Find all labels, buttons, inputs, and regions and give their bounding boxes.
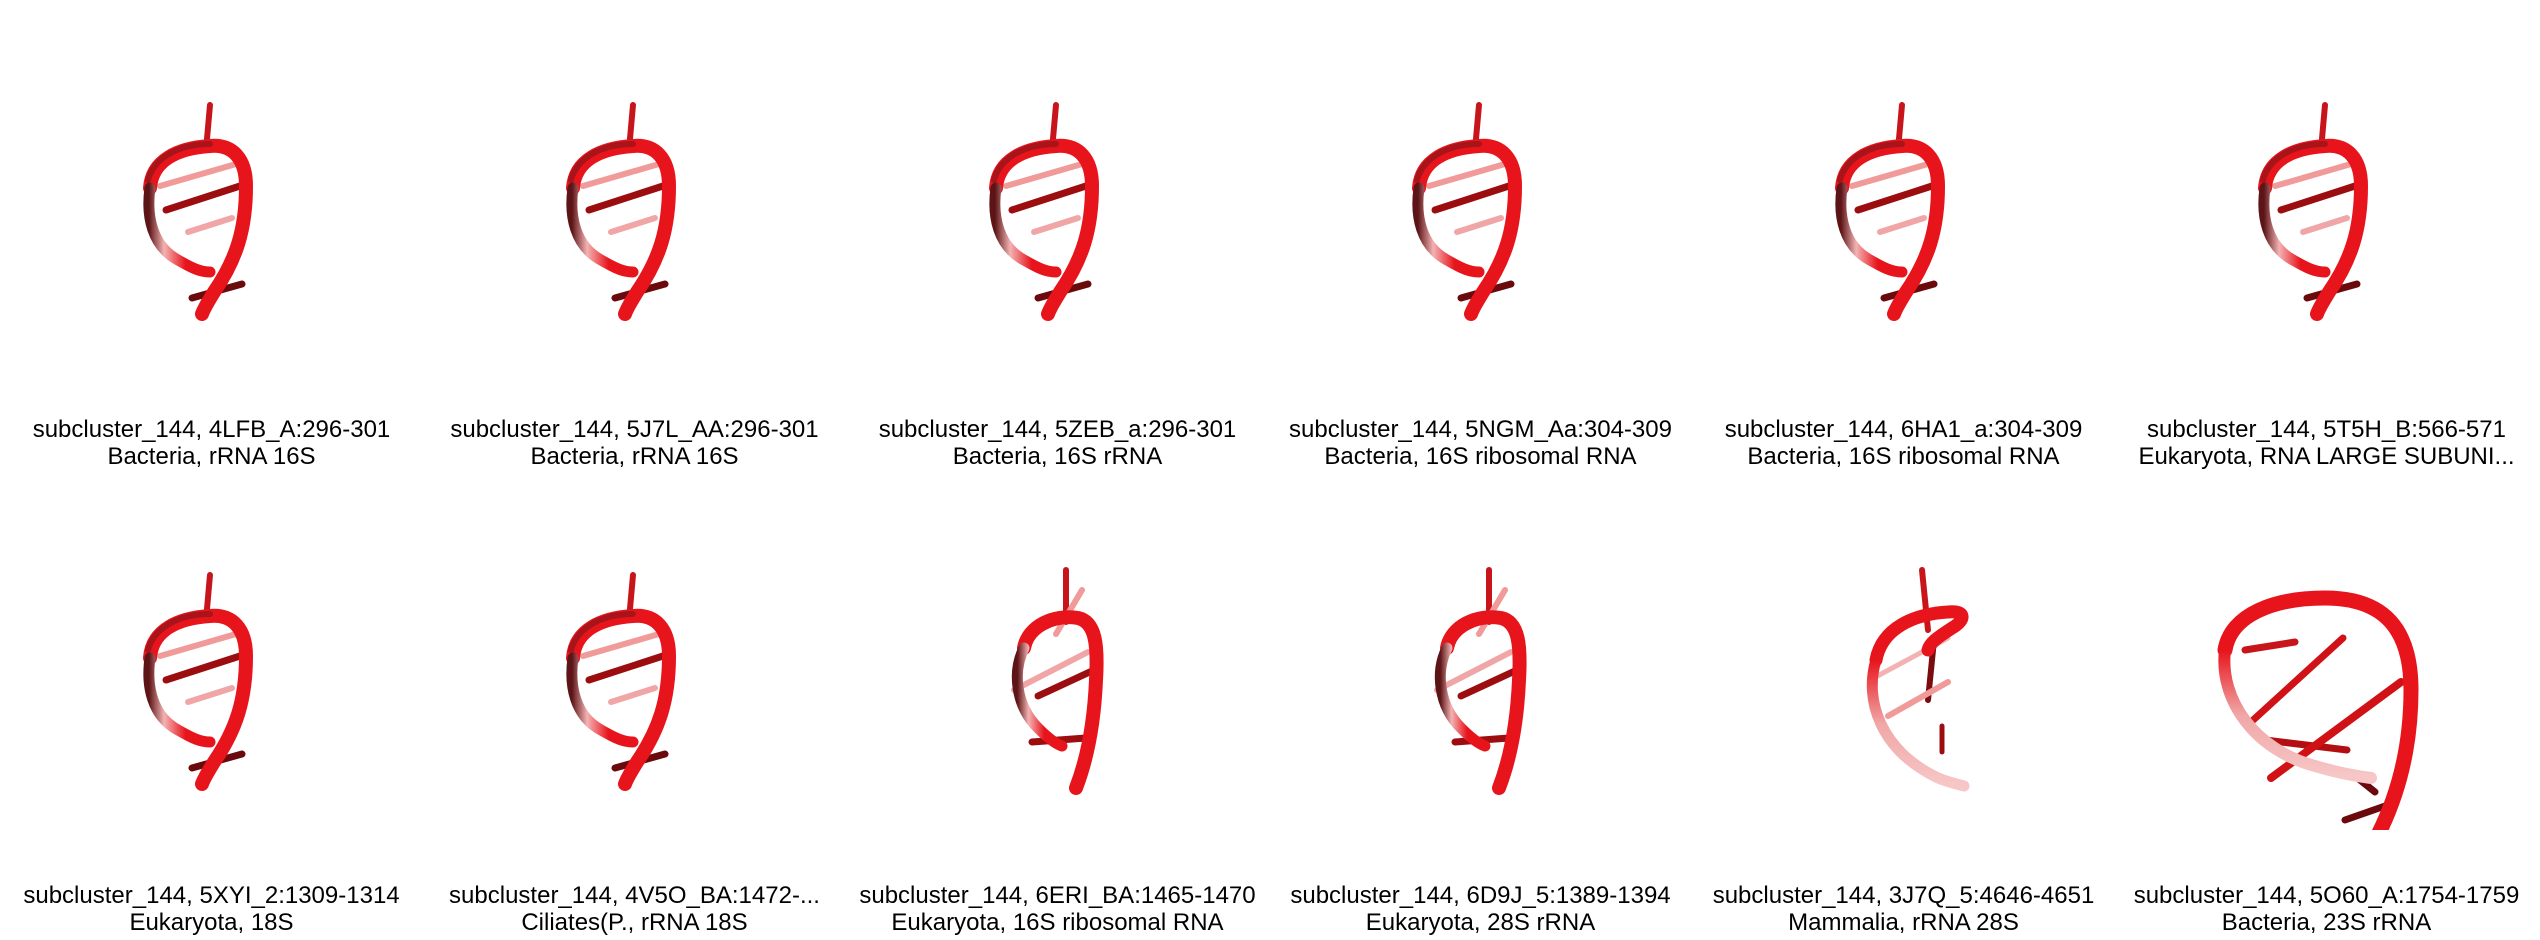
- rna-helix-icon: [1329, 60, 1629, 360]
- panel-3: subcluster_144, 5ZEB_a:296-301 Bacteria,…: [846, 0, 1269, 470]
- rna-helix-icon: [906, 60, 1206, 360]
- panel-caption: subcluster_144, 4LFB_A:296-301 Bacteria,…: [0, 416, 423, 470]
- panel-caption: subcluster_144, 5ZEB_a:296-301 Bacteria,…: [846, 416, 1269, 470]
- panel-12: subcluster_144, 5O60_A:1754-1759 Bacteri…: [2115, 470, 2538, 940]
- panel-subtitle: Mammalia, rRNA 28S: [1788, 909, 2019, 936]
- panel-subtitle: Bacteria, 16S ribosomal RNA: [1324, 443, 1637, 470]
- panel-title: subcluster_144, 4LFB_A:296-301: [32, 416, 391, 443]
- panel-subtitle: Eukaryota, 16S ribosomal RNA: [891, 909, 1224, 936]
- panel-caption: subcluster_144, 5T5H_B:566-571 Eukaryota…: [2115, 416, 2538, 470]
- panel-title: subcluster_144, 5XYI_2:1309-1314: [23, 882, 400, 909]
- panel-caption: subcluster_144, 5NGM_Aa:304-309 Bacteria…: [1269, 416, 1692, 470]
- rna-helix-icon: [906, 530, 1206, 830]
- panel-subtitle: Bacteria, rRNA 16S: [107, 443, 316, 470]
- panel-title: subcluster_144, 5O60_A:1754-1759: [2133, 882, 2520, 909]
- panel-subtitle: Ciliates(P., rRNA 18S: [521, 909, 748, 936]
- panel-11: subcluster_144, 3J7Q_5:4646-4651 Mammali…: [1692, 470, 2115, 940]
- panel-title: subcluster_144, 6D9J_5:1389-1394: [1290, 882, 1671, 909]
- panel-caption: subcluster_144, 5J7L_AA:296-301 Bacteria…: [423, 416, 846, 470]
- panel-title: subcluster_144, 4V5O_BA:1472-...: [449, 882, 820, 909]
- panel-2: subcluster_144, 5J7L_AA:296-301 Bacteria…: [423, 0, 846, 470]
- panel-caption: subcluster_144, 6D9J_5:1389-1394 Eukaryo…: [1269, 882, 1692, 936]
- rna-helix-icon: [1752, 530, 2052, 830]
- panel-caption: subcluster_144, 6ERI_BA:1465-1470 Eukary…: [846, 882, 1269, 936]
- panel-caption: subcluster_144, 5XYI_2:1309-1314 Eukaryo…: [0, 882, 423, 936]
- rna-helix-icon: [60, 530, 360, 830]
- panel-title: subcluster_144, 5ZEB_a:296-301: [878, 416, 1237, 443]
- panel-9: subcluster_144, 6ERI_BA:1465-1470 Eukary…: [846, 470, 1269, 940]
- panel-10: subcluster_144, 6D9J_5:1389-1394 Eukaryo…: [1269, 470, 1692, 940]
- panel-caption: subcluster_144, 4V5O_BA:1472-... Ciliate…: [423, 882, 846, 936]
- panel-8: subcluster_144, 4V5O_BA:1472-... Ciliate…: [423, 470, 846, 940]
- panel-6: subcluster_144, 5T5H_B:566-571 Eukaryota…: [2115, 0, 2538, 470]
- rna-helix-icon: [2175, 60, 2475, 360]
- panel-title: subcluster_144, 5NGM_Aa:304-309: [1289, 416, 1672, 443]
- panel-caption: subcluster_144, 5O60_A:1754-1759 Bacteri…: [2115, 882, 2538, 936]
- panel-5: subcluster_144, 6HA1_a:304-309 Bacteria,…: [1692, 0, 2115, 470]
- panel-subtitle: Eukaryota, RNA LARGE SUBUNI...: [2138, 443, 2515, 470]
- panel-subtitle: Bacteria, 23S rRNA: [2221, 909, 2432, 936]
- panel-caption: subcluster_144, 6HA1_a:304-309 Bacteria,…: [1692, 416, 2115, 470]
- panel-subtitle: Eukaryota, 28S rRNA: [1365, 909, 1596, 936]
- panel-7: subcluster_144, 5XYI_2:1309-1314 Eukaryo…: [0, 470, 423, 940]
- panel-subtitle: Bacteria, rRNA 16S: [530, 443, 739, 470]
- panel-title: subcluster_144, 5J7L_AA:296-301: [450, 416, 819, 443]
- rna-helix-icon: [1752, 60, 2052, 360]
- panel-1: subcluster_144, 4LFB_A:296-301 Bacteria,…: [0, 0, 423, 470]
- rna-helix-icon: [483, 530, 783, 830]
- panel-title: subcluster_144, 5T5H_B:566-571: [2147, 416, 2506, 443]
- panel-subtitle: Bacteria, 16S ribosomal RNA: [1747, 443, 2060, 470]
- panel-4: subcluster_144, 5NGM_Aa:304-309 Bacteria…: [1269, 0, 1692, 470]
- panel-caption: subcluster_144, 3J7Q_5:4646-4651 Mammali…: [1692, 882, 2115, 936]
- panel-subtitle: Eukaryota, 18S: [129, 909, 294, 936]
- rna-helix-icon: [60, 60, 360, 360]
- panel-subtitle: Bacteria, 16S rRNA: [952, 443, 1163, 470]
- panel-title: subcluster_144, 6HA1_a:304-309: [1724, 416, 2083, 443]
- rna-helix-icon: [2175, 530, 2475, 830]
- panel-title: subcluster_144, 3J7Q_5:4646-4651: [1712, 882, 2095, 909]
- rna-helix-icon: [1329, 530, 1629, 830]
- panel-title: subcluster_144, 6ERI_BA:1465-1470: [859, 882, 1256, 909]
- rna-helix-icon: [483, 60, 783, 360]
